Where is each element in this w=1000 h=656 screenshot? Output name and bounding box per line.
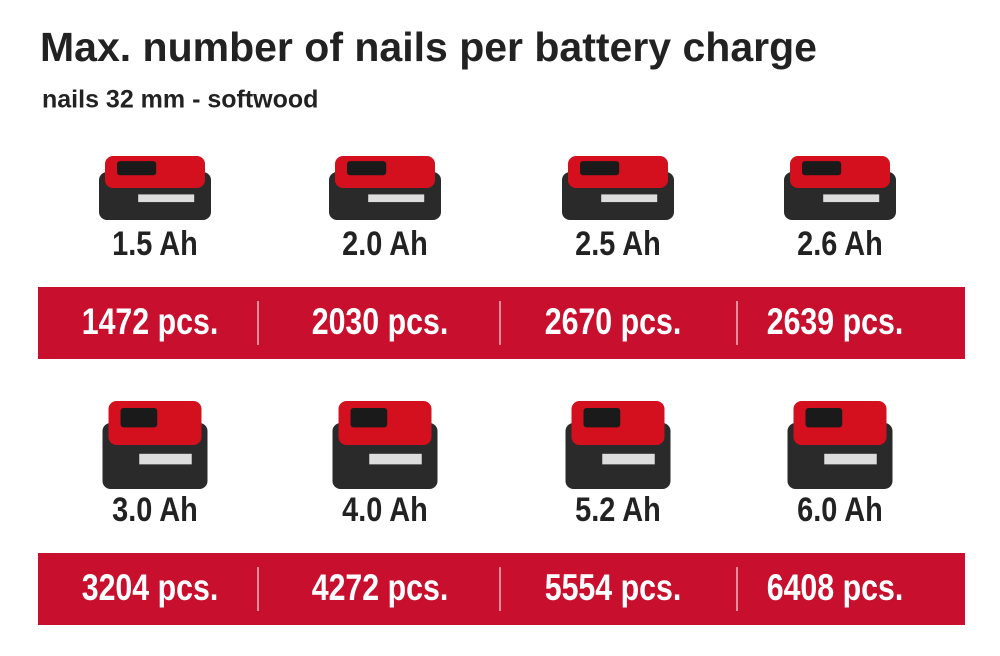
battery-slot xyxy=(805,408,843,428)
battery-slot xyxy=(583,408,621,428)
capacity-label: 2.5 Ah xyxy=(575,224,661,263)
battery-icon xyxy=(784,156,896,220)
count-band xyxy=(38,553,965,625)
battery-label xyxy=(601,194,658,203)
battery-slot xyxy=(347,161,387,176)
nail-count: 3204 pcs. xyxy=(82,567,219,609)
capacity-label: 1.5 Ah xyxy=(112,224,198,263)
battery-label xyxy=(602,453,655,465)
battery-label xyxy=(369,453,422,465)
nail-count: 2670 pcs. xyxy=(545,301,682,343)
battery-label xyxy=(823,194,880,203)
battery-slot xyxy=(580,161,620,176)
nail-count: 5554 pcs. xyxy=(545,567,682,609)
battery-icon xyxy=(787,401,893,489)
battery-icon xyxy=(332,401,438,489)
nail-count: 4272 pcs. xyxy=(312,567,449,609)
battery-icon xyxy=(329,156,441,220)
capacity-label: 5.2 Ah xyxy=(575,490,661,529)
title: Max. number of nails per battery charge xyxy=(40,24,817,70)
nail-count: 6408 pcs. xyxy=(767,567,904,609)
capacity-label: 2.0 Ah xyxy=(342,224,428,263)
battery-slot xyxy=(350,408,388,428)
capacity-label: 4.0 Ah xyxy=(342,490,428,529)
subtitle: nails 32 mm - softwood xyxy=(42,86,318,114)
battery-icon xyxy=(562,156,674,220)
battery-slot xyxy=(117,161,157,176)
battery-label xyxy=(138,194,195,203)
battery-icon xyxy=(565,401,671,489)
battery-slot xyxy=(120,408,158,428)
nail-count: 1472 pcs. xyxy=(82,301,219,343)
count-band xyxy=(38,287,965,359)
battery-label xyxy=(368,194,425,203)
battery-label xyxy=(139,453,192,465)
capacity-label: 2.6 Ah xyxy=(797,224,883,263)
capacity-label: 3.0 Ah xyxy=(112,490,198,529)
nail-count: 2030 pcs. xyxy=(312,301,449,343)
capacity-label: 6.0 Ah xyxy=(797,490,883,529)
battery-icon xyxy=(99,156,211,220)
battery-slot xyxy=(802,161,842,176)
battery-label xyxy=(824,453,877,465)
nail-count: 2639 pcs. xyxy=(767,301,904,343)
battery-icon xyxy=(102,401,208,489)
